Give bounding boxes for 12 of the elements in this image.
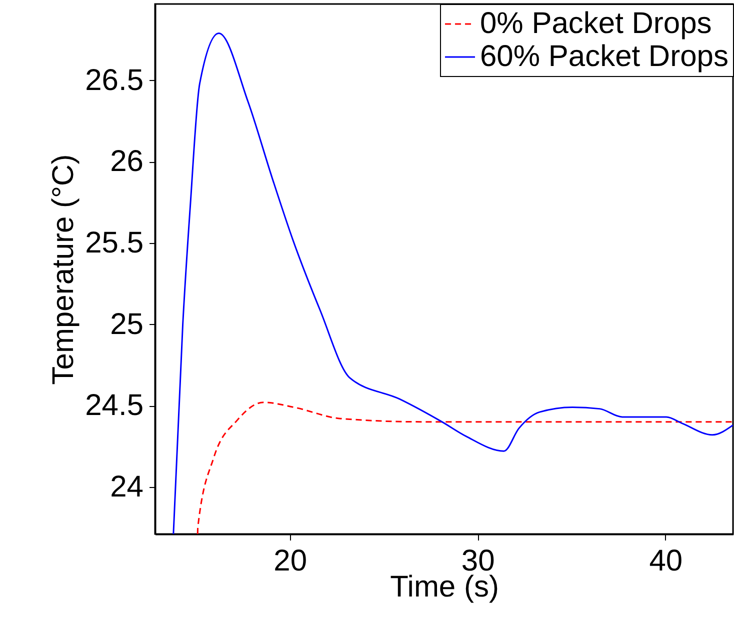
y-tick-label: 26.5 bbox=[85, 64, 144, 97]
y-tick-label: 25 bbox=[110, 308, 144, 341]
legend-label: 60% Packet Drops bbox=[480, 40, 728, 73]
y-tick-label: 24.5 bbox=[85, 389, 144, 422]
line-series bbox=[196, 402, 733, 534]
y-axis-title: Temperature (°C) bbox=[47, 154, 80, 385]
y-tick-label: 26 bbox=[110, 145, 144, 178]
x-tick-label: 20 bbox=[274, 544, 308, 578]
y-tick-label: 24 bbox=[110, 470, 144, 504]
y-tick-label: 25.5 bbox=[85, 226, 144, 260]
x-tick-label: 40 bbox=[649, 544, 683, 578]
legend-label: 0% Packet Drops bbox=[480, 7, 712, 40]
